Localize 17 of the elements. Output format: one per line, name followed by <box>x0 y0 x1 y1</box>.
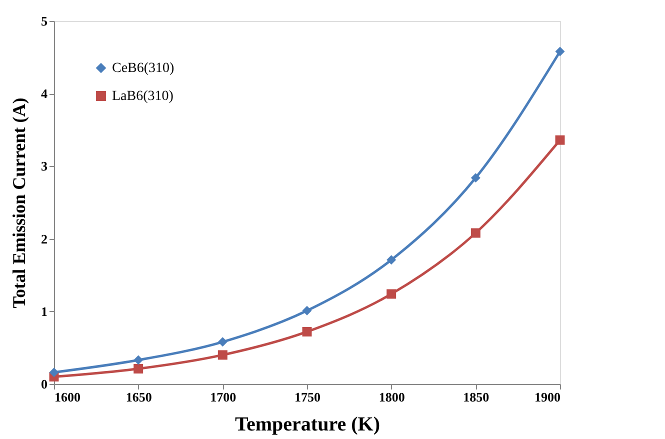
y-tick-label: 3 <box>41 158 48 174</box>
y-tick-label: 5 <box>41 14 48 28</box>
x-tick-label: 1650 <box>126 390 152 404</box>
x-tick-label: 1700 <box>210 390 236 404</box>
x-tick-label: 1900 <box>534 390 560 404</box>
y-tick-label: 0 <box>41 376 48 392</box>
y-tick-label: 2 <box>41 231 48 246</box>
y-tick-label: 1 <box>41 304 48 319</box>
x-axis-title: Temperature (K) <box>235 414 380 436</box>
legend-label: CeB6(310) <box>112 61 175 76</box>
y-axis-title: Total Emission Current (A) <box>9 98 29 308</box>
x-tick-label: 1850 <box>463 390 490 404</box>
x-tick-label: 1750 <box>294 390 320 404</box>
legend-label: LaB6(310) <box>112 89 174 104</box>
y-tick-label: 4 <box>41 86 48 102</box>
x-tick-label: 1800 <box>378 390 405 404</box>
x-tick-label: 1600 <box>54 390 80 404</box>
